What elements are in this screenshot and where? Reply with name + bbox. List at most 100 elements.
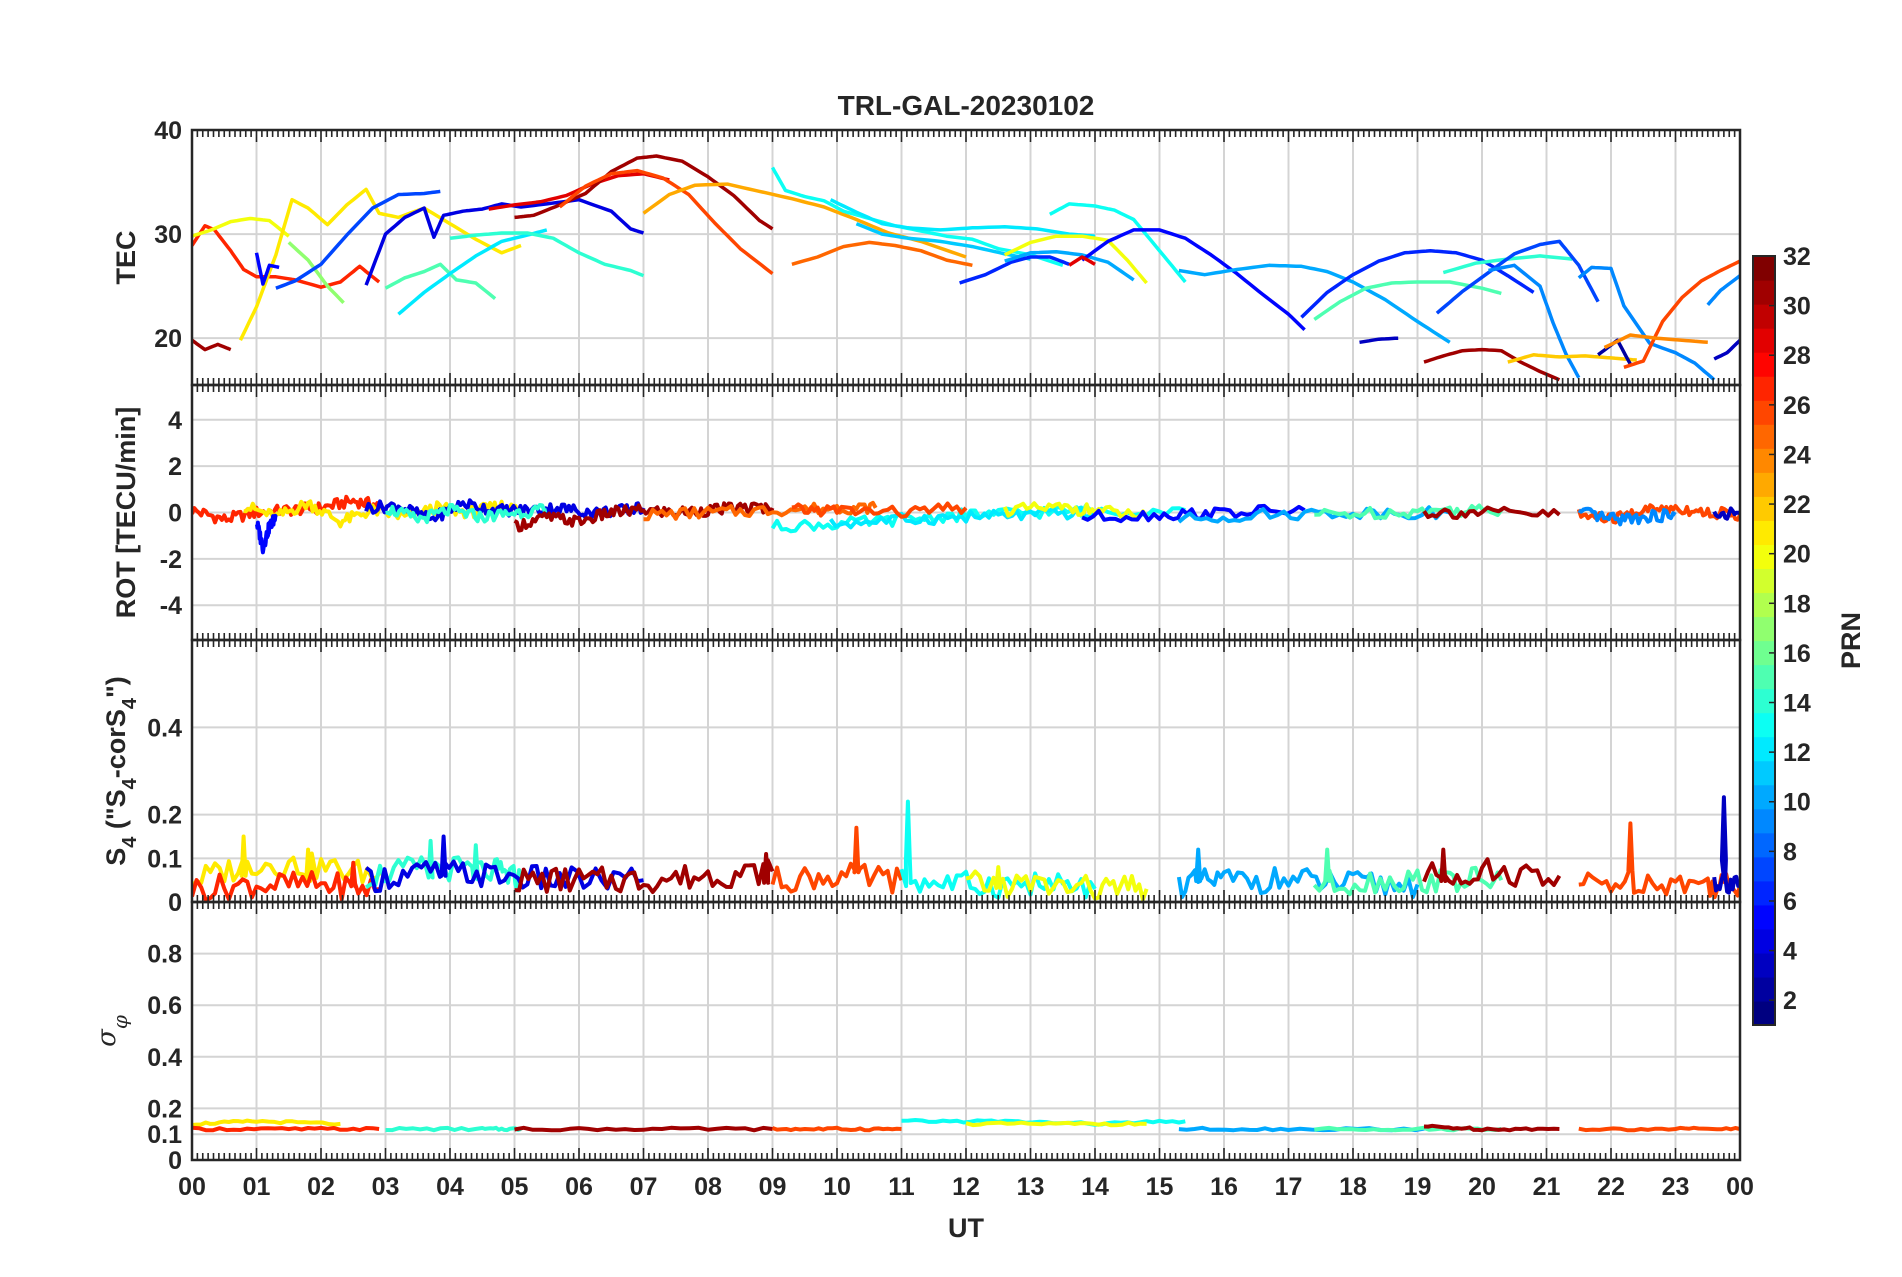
series-line-prn-3 bbox=[1713, 338, 1740, 361]
series-line-prn-20 bbox=[965, 865, 1149, 902]
series-line-prn-31 bbox=[192, 338, 232, 352]
colorbar-swatch bbox=[1753, 976, 1775, 1002]
panel-tec-series bbox=[192, 154, 1740, 382]
series-line-prn-31 bbox=[514, 1125, 773, 1133]
series-line-prn-5 bbox=[254, 252, 280, 286]
series-line-prn-31 bbox=[1423, 1123, 1560, 1133]
series-line-prn-9 bbox=[1706, 274, 1740, 307]
series-line-prn-26 bbox=[770, 825, 904, 895]
y-tick-label: 0.1 bbox=[147, 1121, 182, 1149]
x-tick-label: 07 bbox=[630, 1173, 658, 1201]
y-tick-label: 0.2 bbox=[147, 802, 182, 830]
colorbar-swatch bbox=[1753, 256, 1775, 281]
series-line-prn-24 bbox=[1603, 333, 1708, 350]
colorbar-swatch bbox=[1753, 664, 1775, 690]
series-line-prn-15 bbox=[1312, 847, 1504, 897]
colorbar-swatch bbox=[1753, 472, 1775, 497]
x-tick-label: 20 bbox=[1468, 1173, 1496, 1201]
series-line-prn-12 bbox=[828, 505, 1096, 530]
y-tick-label: 0.6 bbox=[147, 992, 182, 1020]
colorbar-swatch bbox=[1753, 544, 1775, 570]
data-layer bbox=[192, 154, 1740, 1133]
series-line-prn-27 bbox=[192, 1125, 380, 1133]
colorbar-swatch bbox=[1753, 808, 1775, 834]
series-line-prn-31 bbox=[1423, 347, 1561, 382]
series-line-prn-31 bbox=[513, 501, 775, 533]
series-line-prn-4 bbox=[364, 197, 645, 286]
colorbar-tick-label: 24 bbox=[1783, 441, 1811, 469]
colorbar-swatch bbox=[1753, 952, 1775, 978]
colorbar-swatch bbox=[1753, 760, 1775, 786]
colorbar-swatch bbox=[1753, 448, 1775, 473]
series-line-prn-3 bbox=[1359, 336, 1399, 345]
series-line-prn-10 bbox=[1004, 250, 1135, 282]
colorbar-swatch bbox=[1753, 328, 1775, 353]
series-line-prn-31 bbox=[1422, 505, 1561, 520]
series-line-prn-31 bbox=[514, 154, 774, 231]
colorbar-label: PRN bbox=[1836, 612, 1866, 669]
series-line-prn-21 bbox=[192, 834, 387, 888]
series-line-prn-27 bbox=[192, 494, 381, 525]
y-tick-label: -2 bbox=[160, 546, 182, 574]
colorbar-swatch bbox=[1753, 784, 1775, 810]
series-line-prn-14 bbox=[385, 503, 548, 525]
series-line-prn-5 bbox=[255, 513, 278, 555]
series-line-prn-5 bbox=[1081, 503, 1306, 524]
colorbar-frame bbox=[1752, 255, 1776, 1026]
series-line-prn-10 bbox=[1178, 263, 1451, 344]
series-line-prn-7 bbox=[1435, 239, 1600, 315]
y-axis-label-tec: TEC bbox=[111, 231, 141, 285]
y-tick-label: 0 bbox=[168, 889, 182, 917]
series-line-prn-20 bbox=[1002, 501, 1149, 520]
y-axis-label-part: 4 bbox=[119, 697, 141, 709]
x-tick-label: 00 bbox=[178, 1173, 206, 1201]
series-line-prn-3 bbox=[1712, 795, 1740, 895]
y-axis-label-part: ") bbox=[101, 676, 131, 698]
x-tick-label: 09 bbox=[759, 1173, 787, 1201]
series-line-prn-26 bbox=[558, 168, 774, 275]
x-tick-label: 23 bbox=[1662, 1173, 1690, 1201]
series-line-prn-9 bbox=[1577, 265, 1716, 382]
x-tick-label: 11 bbox=[888, 1173, 915, 1201]
colorbar-tick-label: 22 bbox=[1783, 491, 1811, 519]
y-tick-label: 0.2 bbox=[147, 1095, 182, 1123]
colorbar-tick-label: 16 bbox=[1783, 640, 1811, 668]
x-tick-label: 10 bbox=[823, 1173, 851, 1201]
y-tick-label: 30 bbox=[154, 221, 182, 249]
x-tick-label: 18 bbox=[1339, 1173, 1367, 1201]
colorbar-swatch bbox=[1753, 640, 1775, 666]
y-tick-label: 0.4 bbox=[147, 714, 182, 742]
x-tick-label: 01 bbox=[243, 1173, 271, 1201]
colorbar-tick-label: 30 bbox=[1783, 293, 1811, 321]
series-line-prn-26 bbox=[771, 1125, 902, 1133]
y-tick-label: 0 bbox=[168, 1147, 182, 1175]
y-axis-label-part: 4 bbox=[119, 777, 141, 789]
series-line-prn-15 bbox=[1314, 503, 1503, 521]
x-tick-label: 17 bbox=[1275, 1173, 1303, 1201]
chart-title: TRL-GAL-20230102 bbox=[838, 90, 1095, 121]
colorbar-swatch bbox=[1753, 424, 1775, 449]
series-line-prn-29 bbox=[1068, 255, 1096, 267]
series-line-prn-4 bbox=[364, 834, 644, 894]
x-tick-label: 08 bbox=[694, 1173, 722, 1201]
series-line-prn-20 bbox=[965, 1120, 1147, 1128]
series-line-prn-20 bbox=[1003, 234, 1148, 285]
colorbar-tick-label: 20 bbox=[1783, 541, 1811, 569]
x-tick-label: 00 bbox=[1726, 1173, 1754, 1201]
series-line-prn-20 bbox=[192, 216, 290, 238]
x-tick-label: 19 bbox=[1404, 1173, 1432, 1201]
series-line-prn-6 bbox=[959, 255, 1070, 285]
colorbar-tick-label: 8 bbox=[1783, 838, 1797, 866]
series-line-prn-22 bbox=[1507, 353, 1637, 364]
series-line-prn-21 bbox=[238, 187, 522, 341]
panel-sigma-series bbox=[192, 1118, 1740, 1133]
y-axis-label-part: ("S bbox=[101, 789, 131, 836]
x-tick-label: 14 bbox=[1081, 1173, 1109, 1201]
series-line-prn-26 bbox=[791, 501, 968, 519]
x-tick-label: 13 bbox=[1017, 1173, 1045, 1201]
series-line-prn-31 bbox=[514, 852, 775, 894]
